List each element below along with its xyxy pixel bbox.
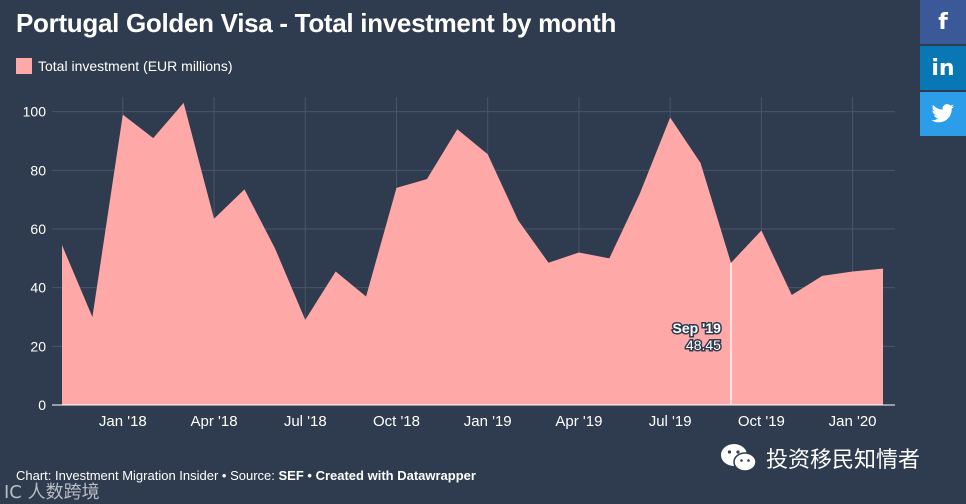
twitter-icon: [931, 104, 955, 124]
tooltip-label: Sep '19: [672, 320, 721, 336]
x-tick-label: Apr '18: [191, 413, 238, 430]
x-tick-label: Oct '19: [738, 413, 785, 430]
footer-created: • Created with Datawrapper: [304, 468, 476, 483]
twitter-share-button[interactable]: [920, 92, 966, 136]
linkedin-share-button[interactable]: in: [920, 46, 966, 90]
tooltip-value: 48.45: [686, 337, 721, 353]
watermark-right: 投资移民知情者: [720, 442, 920, 474]
footer-source: SEF: [279, 468, 304, 483]
series-area: [62, 103, 883, 405]
wechat-icon: [720, 442, 758, 474]
x-tick-label: Apr '19: [555, 413, 602, 430]
watermark-right-text: 投资移民知情者: [766, 442, 920, 474]
y-tick-label: 100: [23, 104, 47, 120]
x-tick-label: Jan '19: [464, 413, 512, 430]
facebook-share-button[interactable]: f: [920, 0, 966, 44]
x-tick-label: Jan '18: [99, 413, 147, 430]
watermark-left: IC 人数跨境: [4, 478, 100, 504]
y-tick-label: 20: [30, 338, 46, 354]
y-tick-label: 40: [30, 280, 46, 296]
x-tick-label: Jul '19: [649, 413, 692, 430]
area-chart: 0 20 40 60 80 100 Jan '18 Apr '18 Jul '18 Oct '18…: [0, 0, 910, 440]
x-tick-label: Jul '18: [284, 413, 327, 430]
facebook-icon: f: [938, 10, 948, 35]
y-tick-label: 60: [30, 221, 46, 237]
y-tick-label: 0: [38, 397, 46, 413]
x-tick-label: Oct '18: [373, 413, 420, 430]
y-tick-label: 80: [30, 162, 46, 178]
x-tick-label: Jan '20: [829, 413, 877, 430]
linkedin-icon: in: [931, 56, 954, 81]
